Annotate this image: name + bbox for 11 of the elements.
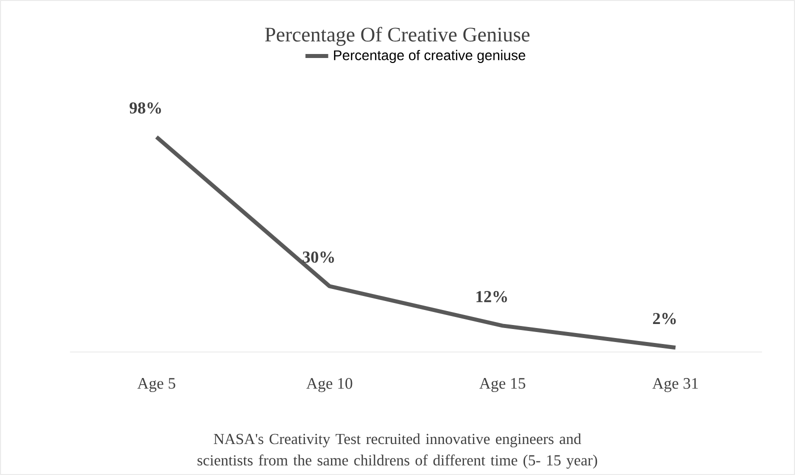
x-tick-label: Age 10 xyxy=(306,378,352,392)
legend-label: Percentage of creative geniuse xyxy=(334,50,526,63)
x-tick-label: Age 31 xyxy=(652,378,698,392)
data-label: 12% xyxy=(476,290,507,302)
x-tick-label: Age 15 xyxy=(479,378,526,392)
data-label: 98% xyxy=(130,102,161,114)
text: NASA's Creativity Test recruited innovative engineers and scientists from the same childrens of different time (5- 15 year) xyxy=(198,433,598,469)
x-tick-label: Age 5 xyxy=(137,378,176,392)
data-label: 2% xyxy=(653,312,676,324)
chart-title: Percentage Of Creative Geniuse xyxy=(265,26,530,46)
data-label: 30% xyxy=(302,252,334,263)
